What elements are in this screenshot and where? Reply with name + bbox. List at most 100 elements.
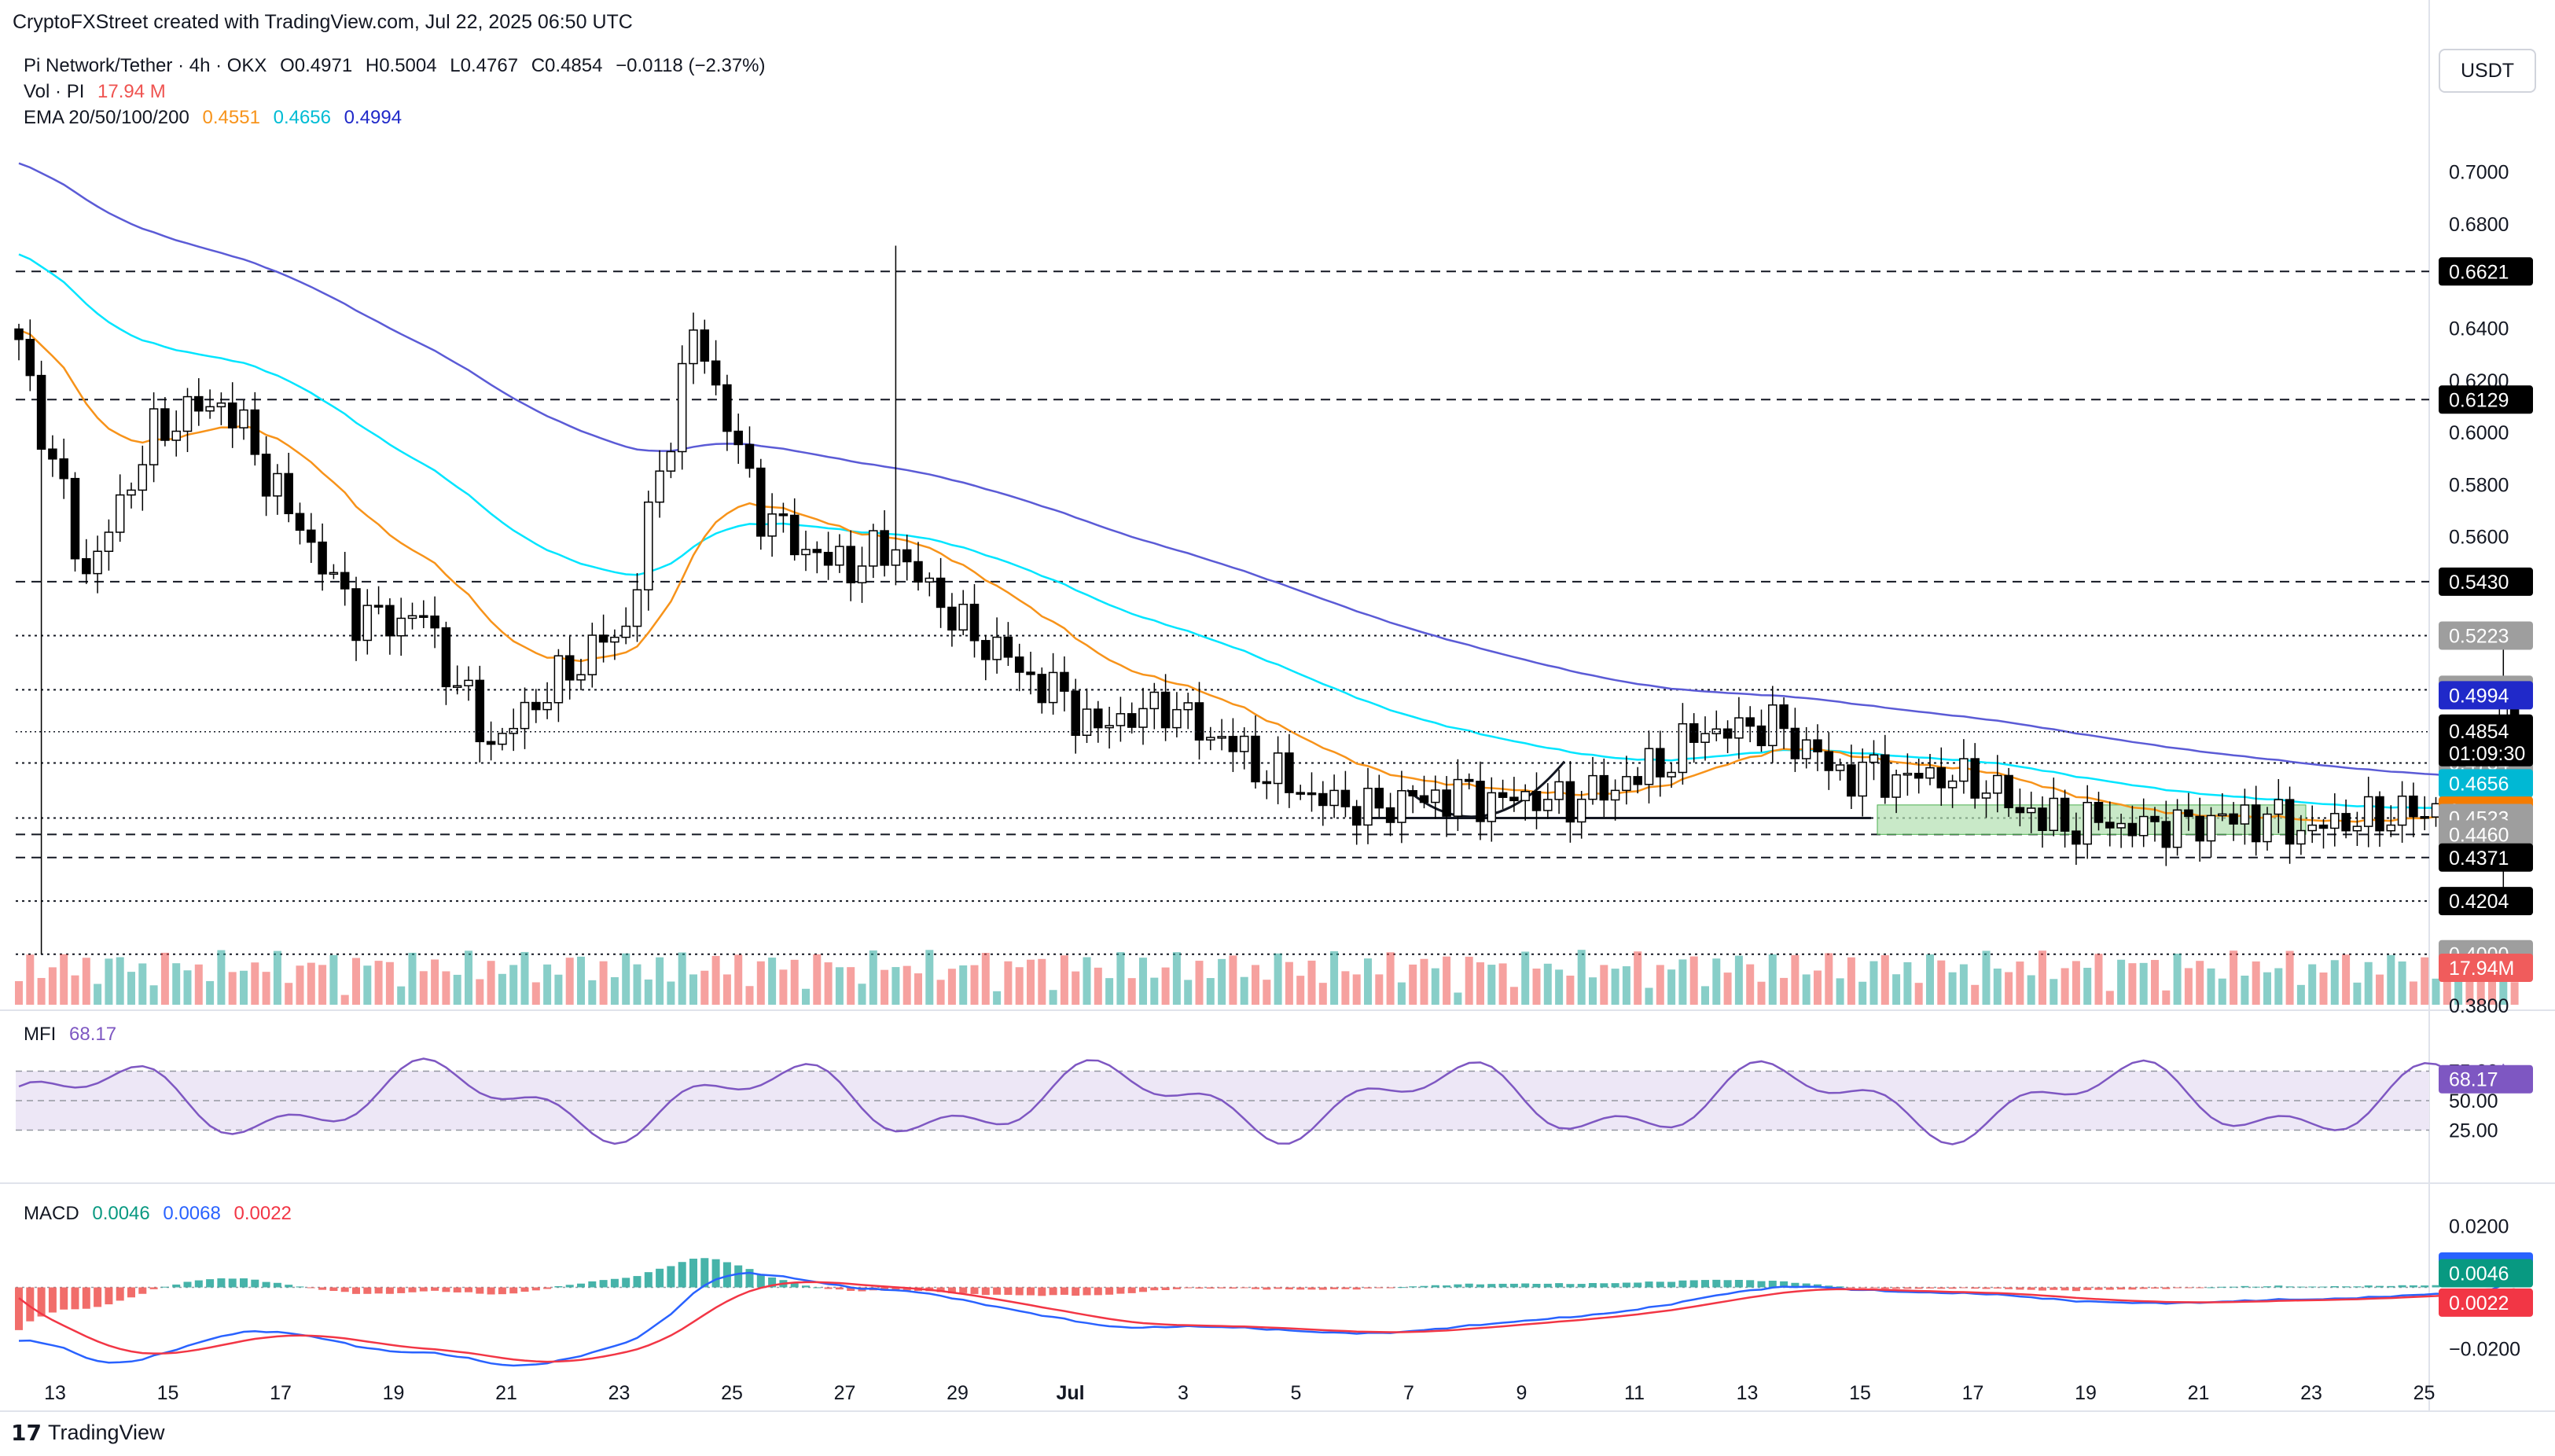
- volume-bar: [2330, 960, 2339, 1005]
- symbol-name[interactable]: Pi Network/Tether · 4h · OKX: [24, 55, 267, 76]
- volume-bar: [2263, 972, 2271, 1005]
- candle-body: [48, 448, 57, 460]
- volume-bar: [1375, 974, 1384, 1005]
- price-axis-tick: 0.5600: [2449, 527, 2509, 549]
- macd-histogram-bar: [2319, 1286, 2328, 1288]
- last-price-badge: 0.4854: [2449, 721, 2509, 743]
- candle-body: [2240, 804, 2250, 825]
- macd-histogram-bar: [385, 1287, 394, 1294]
- macd-histogram-bar: [768, 1277, 777, 1288]
- macd-label[interactable]: MACD: [24, 1203, 79, 1224]
- currency-unit-button[interactable]: USDT: [2439, 49, 2536, 93]
- volume-bar: [1948, 972, 1957, 1005]
- volume-bar: [26, 954, 35, 1005]
- volume-badge: 17.94M: [2449, 958, 2514, 980]
- candle-body: [969, 603, 980, 642]
- candle-body: [36, 374, 46, 450]
- time-axis-tick: 27: [834, 1382, 856, 1404]
- candle-body: [2251, 804, 2261, 843]
- macd-histogram-bar: [1836, 1286, 1844, 1288]
- candle-body: [1329, 789, 1339, 807]
- mfi-label[interactable]: MFI: [24, 1024, 57, 1045]
- volume-bar: [1971, 984, 1980, 1005]
- tradingview-logo-icon: 𝟭𝟳: [11, 1421, 42, 1445]
- candle-body: [1026, 671, 1035, 675]
- macd-histogram-bar: [206, 1279, 215, 1288]
- volume-bar: [1139, 958, 1147, 1005]
- volume-bar: [60, 954, 68, 1005]
- macd-histogram-bar: [1252, 1287, 1259, 1289]
- candle-body: [1599, 774, 1609, 801]
- macd-histogram-bar: [2083, 1287, 2092, 1290]
- level-badge-0.6129: 0.6129: [2449, 389, 2509, 411]
- candle-body: [1194, 702, 1204, 741]
- macd-histogram-bar: [947, 1287, 956, 1294]
- candle-body: [564, 655, 575, 681]
- candle-body: [250, 409, 260, 455]
- macd-histogram-bar: [160, 1286, 169, 1288]
- candle-body: [1060, 671, 1069, 692]
- ohlc-high: H0.5004: [365, 55, 437, 76]
- macd-histogram-bar: [813, 1287, 822, 1289]
- macd-histogram-bar: [408, 1287, 417, 1292]
- macd-histogram-bar: [633, 1276, 642, 1288]
- volume-bar: [1634, 951, 1642, 1005]
- macd-histogram-bar: [2117, 1287, 2126, 1290]
- candle-body: [542, 702, 552, 711]
- ema-label[interactable]: EMA 20/50/100/200: [24, 107, 189, 128]
- volume-bar: [2173, 954, 2182, 1005]
- macd-histogram-bar: [1622, 1282, 1630, 1288]
- candle-body: [1509, 796, 1519, 802]
- candle-body: [767, 513, 777, 537]
- macd-histogram-bar: [1352, 1287, 1361, 1290]
- time-axis-tick: 7: [1403, 1382, 1414, 1404]
- macd-legend: MACD 0.0046 0.0068 0.0022: [24, 1203, 300, 1225]
- volume-bar: [82, 958, 90, 1005]
- volume-bar: [71, 975, 79, 1005]
- candle-body: [778, 513, 789, 517]
- volume-bar: [1172, 952, 1181, 1005]
- candle-body: [351, 588, 361, 642]
- time-axis-tick: 15: [1849, 1382, 1871, 1404]
- candle-body: [171, 430, 181, 441]
- volume-bar: [431, 959, 439, 1005]
- macd-histogram-bar: [1634, 1282, 1642, 1288]
- volume-bar: [1116, 952, 1125, 1005]
- macd-histogram-bar: [217, 1278, 226, 1288]
- volume-label[interactable]: Vol · PI: [24, 81, 85, 102]
- candle-body: [1262, 781, 1272, 785]
- macd-histogram-bar: [82, 1287, 90, 1309]
- volume-bar: [656, 957, 664, 1005]
- candle-body: [2072, 830, 2081, 845]
- macd-histogram-bar: [2252, 1286, 2260, 1288]
- macd-histogram-bar: [487, 1287, 495, 1295]
- macd-histogram-bar: [2398, 1285, 2406, 1288]
- candle-body: [373, 605, 384, 608]
- candle-body: [869, 530, 878, 567]
- candle-body: [273, 472, 282, 497]
- candle-body: [464, 679, 473, 686]
- volume-bar: [1105, 978, 1114, 1005]
- macd-histogram-bar: [465, 1287, 472, 1292]
- candle-body: [2060, 797, 2070, 832]
- volume-bar: [15, 981, 23, 1005]
- macd-histogram-bar: [1318, 1287, 1327, 1290]
- candle-body: [2229, 813, 2238, 825]
- ema100-value: 0.4994: [344, 107, 403, 128]
- macd-histogram-bar: [1847, 1287, 1855, 1289]
- macd-histogram-bar: [172, 1284, 181, 1288]
- candle-body: [1285, 752, 1294, 793]
- volume-bar: [2027, 975, 2035, 1005]
- volume-bar: [1836, 978, 1844, 1005]
- macd-histogram-bar: [1993, 1287, 2002, 1289]
- candle-body: [2116, 822, 2126, 829]
- volume-bar: [1982, 950, 1991, 1005]
- time-axis-tick: 17: [270, 1382, 292, 1404]
- volume-bar: [285, 983, 293, 1005]
- time-axis-tick: 11: [1624, 1382, 1645, 1404]
- candle-body: [318, 541, 327, 575]
- time-axis-tick: 29: [947, 1382, 969, 1404]
- volume-bar: [1667, 969, 1676, 1005]
- macd-histogram-bar: [2285, 1286, 2294, 1288]
